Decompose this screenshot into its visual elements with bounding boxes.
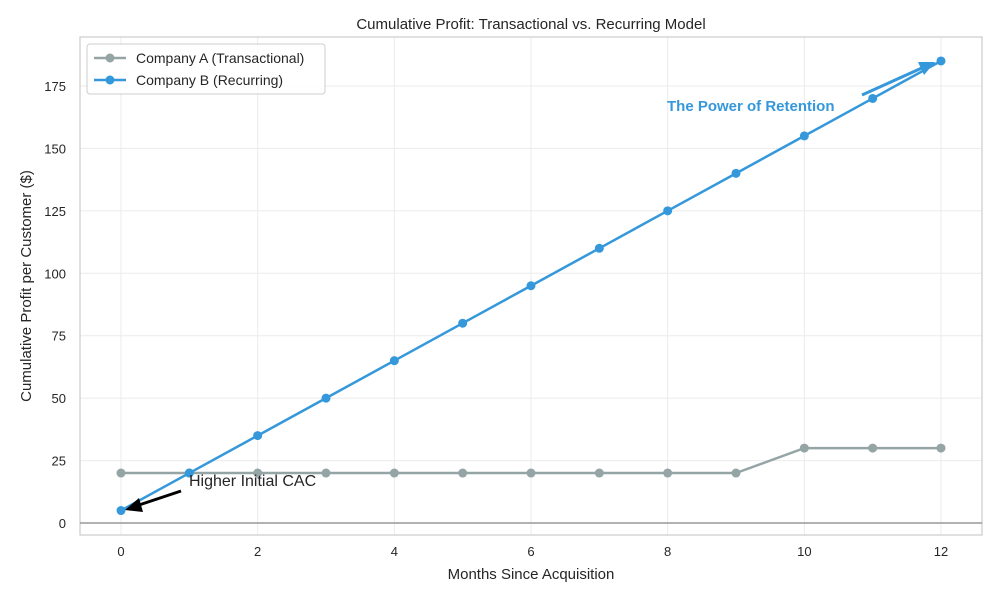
y-tick-label: 125	[44, 204, 66, 219]
x-tick-label: 8	[664, 544, 671, 559]
y-tick-label: 0	[59, 516, 66, 531]
data-point	[321, 468, 331, 478]
x-tick-label: 12	[934, 544, 948, 559]
x-tick-label: 0	[117, 544, 124, 559]
data-point	[458, 468, 468, 478]
data-point	[458, 318, 468, 328]
y-axis-label: Cumulative Profit per Customer ($)	[18, 170, 35, 402]
data-point	[868, 443, 878, 453]
annotation-cac: Higher Initial CAC	[125, 473, 316, 512]
data-point	[389, 468, 399, 478]
data-point	[116, 506, 126, 516]
y-tick-label: 175	[44, 79, 66, 94]
data-point	[389, 356, 399, 366]
data-point	[594, 243, 604, 253]
x-axis-label: Months Since Acquisition	[448, 566, 615, 583]
data-point	[526, 281, 536, 291]
y-tick-label: 150	[44, 141, 66, 156]
data-point	[799, 131, 809, 141]
legend: Company A (Transactional) Company B (Rec…	[86, 43, 326, 95]
annotation-cac-text: Higher Initial CAC	[189, 473, 316, 490]
y-tick-label: 100	[44, 266, 66, 281]
grid	[80, 37, 982, 535]
y-tick-label: 50	[52, 391, 66, 406]
x-tick-label: 10	[797, 544, 811, 559]
data-point	[936, 443, 946, 453]
arrow-icon	[125, 498, 143, 512]
plot-area-border	[79, 36, 983, 536]
data-point	[663, 468, 673, 478]
data-point	[321, 393, 331, 403]
legend-label-a: Company A (Transactional)	[136, 50, 304, 66]
data-point	[116, 468, 126, 478]
data-point	[526, 468, 536, 478]
legend-label-b: Company B (Recurring)	[136, 72, 283, 88]
annotation-retention: The Power of Retention	[667, 62, 937, 115]
data-point	[731, 168, 741, 178]
data-point	[936, 56, 946, 66]
annotation-retention-text: The Power of Retention	[667, 98, 835, 115]
x-tick-label: 4	[391, 544, 398, 559]
arrow-icon	[918, 62, 935, 75]
data-point	[594, 468, 604, 478]
x-tick-label: 2	[254, 544, 261, 559]
data-point	[253, 431, 263, 441]
y-tick-label: 75	[52, 329, 66, 344]
data-point	[799, 443, 809, 453]
y-tick-label: 25	[52, 454, 66, 469]
data-point	[184, 468, 194, 478]
data-point	[868, 93, 878, 103]
data-point	[253, 468, 263, 478]
data-point	[731, 468, 741, 478]
data-point	[663, 206, 673, 216]
x-tick-label: 6	[527, 544, 534, 559]
chart-title: Cumulative Profit: Transactional vs. Rec…	[356, 16, 705, 33]
